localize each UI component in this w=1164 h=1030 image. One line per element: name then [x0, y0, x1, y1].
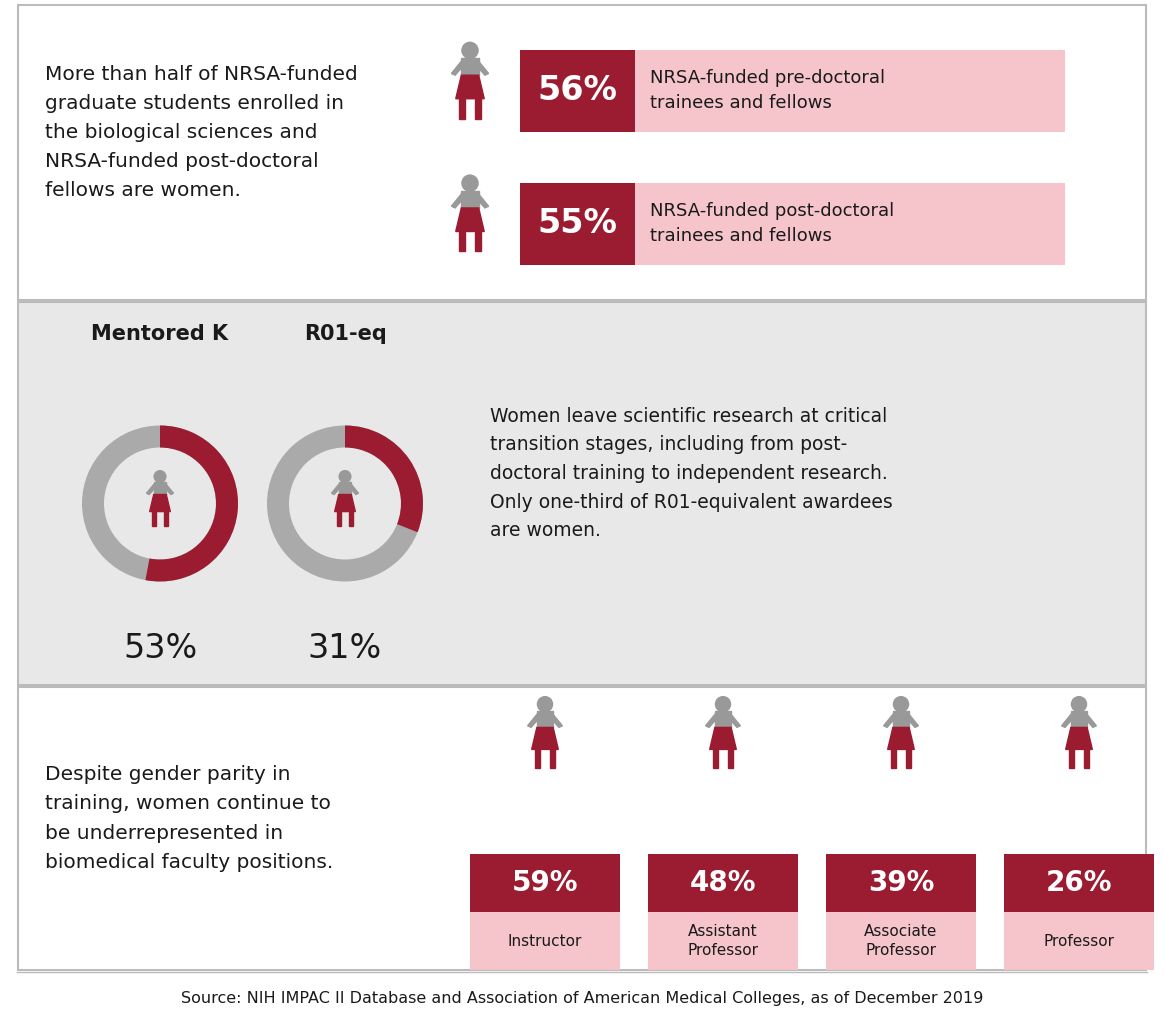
Text: Associate
Professor: Associate Professor: [865, 924, 938, 958]
Bar: [1005, 912, 1154, 970]
Polygon shape: [883, 715, 896, 727]
Bar: [17, 687, 1147, 970]
Bar: [826, 854, 975, 912]
Bar: [461, 58, 478, 75]
Polygon shape: [906, 715, 918, 727]
Text: Instructor: Instructor: [508, 933, 582, 949]
Wedge shape: [345, 425, 423, 533]
Polygon shape: [1062, 715, 1074, 727]
Polygon shape: [335, 494, 355, 512]
Text: 55%: 55%: [538, 207, 617, 240]
Polygon shape: [456, 75, 484, 99]
Bar: [549, 750, 555, 768]
Polygon shape: [549, 715, 562, 727]
Bar: [520, 49, 636, 132]
Bar: [336, 512, 341, 526]
Polygon shape: [150, 494, 170, 512]
Bar: [1005, 854, 1154, 912]
Text: Mentored K: Mentored K: [92, 324, 228, 344]
Text: Source: NIH IMPAC II Database and Association of American Medical Colleges, as o: Source: NIH IMPAC II Database and Associ…: [180, 991, 984, 1005]
Bar: [461, 191, 478, 208]
Text: Assistant
Professor: Assistant Professor: [688, 924, 759, 958]
Text: 26%: 26%: [1045, 869, 1113, 897]
Circle shape: [538, 696, 553, 712]
Polygon shape: [475, 62, 489, 75]
Bar: [826, 912, 975, 970]
Polygon shape: [710, 727, 737, 750]
Bar: [906, 750, 911, 768]
Bar: [636, 49, 1065, 132]
Polygon shape: [728, 715, 740, 727]
Polygon shape: [452, 194, 466, 208]
Bar: [648, 854, 799, 912]
Bar: [348, 512, 353, 526]
Polygon shape: [527, 715, 540, 727]
Bar: [470, 854, 620, 912]
Text: NRSA-funded post-doctoral
trainees and fellows: NRSA-funded post-doctoral trainees and f…: [650, 202, 894, 245]
Polygon shape: [147, 484, 156, 494]
Text: More than half of NRSA-funded
graduate students enrolled in
the biological scien: More than half of NRSA-funded graduate s…: [45, 66, 357, 200]
Wedge shape: [267, 425, 423, 582]
Polygon shape: [532, 727, 559, 750]
Polygon shape: [164, 484, 173, 494]
Bar: [459, 232, 466, 251]
Bar: [470, 912, 620, 970]
Bar: [715, 711, 731, 727]
Text: 53%: 53%: [123, 632, 197, 665]
Text: NRSA-funded pre-doctoral
trainees and fellows: NRSA-funded pre-doctoral trainees and fe…: [650, 69, 885, 112]
Circle shape: [1071, 696, 1086, 712]
Polygon shape: [348, 484, 359, 494]
Bar: [648, 912, 799, 970]
Bar: [728, 750, 733, 768]
Bar: [1071, 711, 1087, 727]
Bar: [890, 750, 896, 768]
Text: 48%: 48%: [690, 869, 757, 897]
Circle shape: [154, 471, 165, 482]
Text: R01-eq: R01-eq: [304, 324, 386, 344]
Polygon shape: [475, 194, 489, 208]
Text: 31%: 31%: [307, 632, 382, 665]
Bar: [1069, 750, 1074, 768]
Bar: [164, 512, 168, 526]
Bar: [475, 99, 481, 118]
Bar: [534, 750, 540, 768]
Bar: [17, 302, 1147, 685]
Bar: [893, 711, 909, 727]
Bar: [520, 182, 636, 265]
Circle shape: [894, 696, 909, 712]
Circle shape: [462, 175, 478, 192]
Bar: [339, 482, 352, 494]
Text: Professor: Professor: [1043, 933, 1114, 949]
Text: Despite gender parity in
training, women continue to
be underrepresented in
biom: Despite gender parity in training, women…: [45, 764, 333, 872]
Polygon shape: [705, 715, 718, 727]
Polygon shape: [332, 484, 341, 494]
Bar: [636, 182, 1065, 265]
Bar: [537, 711, 553, 727]
Bar: [17, 5, 1147, 300]
Bar: [475, 232, 481, 251]
Wedge shape: [81, 425, 237, 582]
Text: Women leave scientific research at critical
transition stages, including from po: Women leave scientific research at criti…: [490, 407, 893, 541]
Polygon shape: [1066, 727, 1092, 750]
Text: 56%: 56%: [538, 74, 617, 107]
Bar: [712, 750, 718, 768]
Bar: [459, 99, 466, 118]
Polygon shape: [888, 727, 915, 750]
Polygon shape: [456, 208, 484, 232]
Text: 59%: 59%: [512, 869, 579, 897]
Wedge shape: [146, 425, 237, 582]
Circle shape: [462, 42, 478, 59]
Bar: [154, 482, 166, 494]
Polygon shape: [452, 62, 466, 75]
Bar: [151, 512, 156, 526]
Polygon shape: [1084, 715, 1096, 727]
Bar: [1084, 750, 1090, 768]
Text: 39%: 39%: [868, 869, 935, 897]
Circle shape: [339, 471, 350, 482]
Circle shape: [716, 696, 731, 712]
